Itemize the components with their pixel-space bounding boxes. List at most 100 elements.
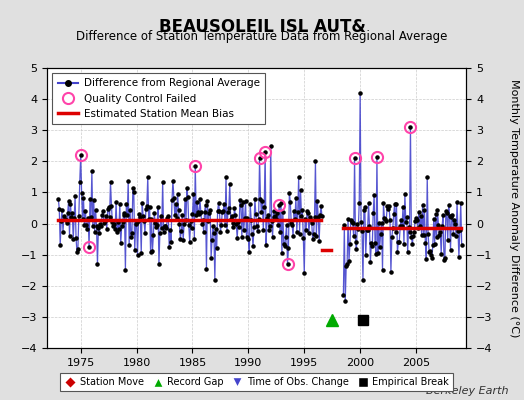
Point: [373, 154, 381, 160]
Point: [417, 213, 425, 219]
Point: [386, 217, 394, 224]
Point: [299, 234, 308, 241]
Point: [58, 207, 66, 214]
Point: [354, 226, 363, 232]
Point: [397, 216, 406, 223]
Point: [452, 233, 460, 239]
Point: [231, 212, 239, 218]
Point: [181, 196, 189, 202]
Point: [358, 228, 366, 234]
Point: [75, 179, 84, 185]
Point: [204, 218, 213, 224]
Point: [57, 217, 66, 224]
Point: [162, 224, 171, 231]
Point: [91, 206, 100, 213]
Point: [139, 213, 147, 220]
Point: [365, 223, 374, 229]
Point: [128, 230, 136, 236]
Point: [63, 210, 72, 217]
Point: [292, 194, 300, 201]
Point: [316, 212, 324, 218]
Point: [351, 155, 359, 162]
Point: [442, 207, 450, 214]
Point: [148, 248, 157, 254]
Point: [430, 216, 438, 222]
Point: [347, 217, 355, 223]
Point: [178, 212, 187, 218]
Point: [157, 212, 165, 219]
Point: [449, 231, 457, 237]
Point: [171, 212, 179, 218]
Point: [453, 199, 461, 206]
Point: [456, 200, 465, 206]
Point: [344, 216, 352, 222]
Point: [405, 224, 413, 230]
Point: [209, 223, 217, 229]
Point: [105, 214, 114, 220]
Point: [122, 201, 130, 208]
Text: Difference of Station Temperature Data from Regional Average: Difference of Station Temperature Data f…: [77, 30, 447, 43]
Point: [264, 212, 272, 218]
Point: [223, 228, 231, 235]
Point: [265, 226, 273, 233]
Point: [407, 233, 416, 240]
Point: [244, 236, 253, 242]
Point: [274, 222, 282, 228]
Point: [71, 193, 79, 200]
Point: [94, 225, 103, 232]
Point: [90, 197, 98, 203]
Point: [166, 226, 174, 233]
Point: [62, 217, 70, 224]
Point: [158, 225, 166, 231]
Point: [187, 218, 195, 224]
Point: [289, 233, 297, 239]
Point: [156, 230, 164, 236]
Point: [124, 177, 133, 184]
Point: [399, 204, 407, 210]
Point: [83, 226, 91, 232]
Point: [54, 196, 62, 202]
Point: [384, 206, 392, 212]
Point: [175, 221, 183, 227]
Point: [351, 239, 359, 245]
Point: [252, 211, 260, 217]
Point: [361, 204, 369, 210]
Point: [286, 198, 294, 205]
Point: [346, 241, 354, 247]
Point: [276, 229, 284, 236]
Point: [456, 227, 464, 233]
Point: [241, 215, 249, 222]
Point: [236, 197, 244, 203]
Point: [312, 233, 321, 239]
Point: [68, 210, 77, 216]
Point: [132, 221, 140, 227]
Point: [183, 194, 192, 200]
Point: [394, 239, 402, 245]
Point: [454, 228, 462, 234]
Point: [347, 218, 356, 225]
Point: [381, 216, 389, 222]
Point: [80, 222, 89, 228]
Point: [233, 235, 242, 241]
Point: [362, 252, 370, 258]
Point: [267, 218, 276, 224]
Point: [188, 225, 196, 232]
Point: [141, 206, 150, 212]
Point: [446, 247, 455, 253]
Point: [272, 216, 280, 222]
Point: [282, 222, 291, 228]
Point: [242, 198, 250, 204]
Point: [280, 243, 289, 250]
Point: [152, 224, 160, 230]
Point: [387, 269, 395, 275]
Point: [237, 202, 245, 208]
Point: [134, 218, 143, 224]
Point: [428, 254, 436, 261]
Point: [121, 210, 129, 216]
Point: [436, 229, 444, 235]
Point: [370, 192, 378, 198]
Point: [110, 221, 118, 228]
Point: [441, 255, 449, 261]
Point: [253, 223, 261, 230]
Point: [313, 198, 322, 204]
